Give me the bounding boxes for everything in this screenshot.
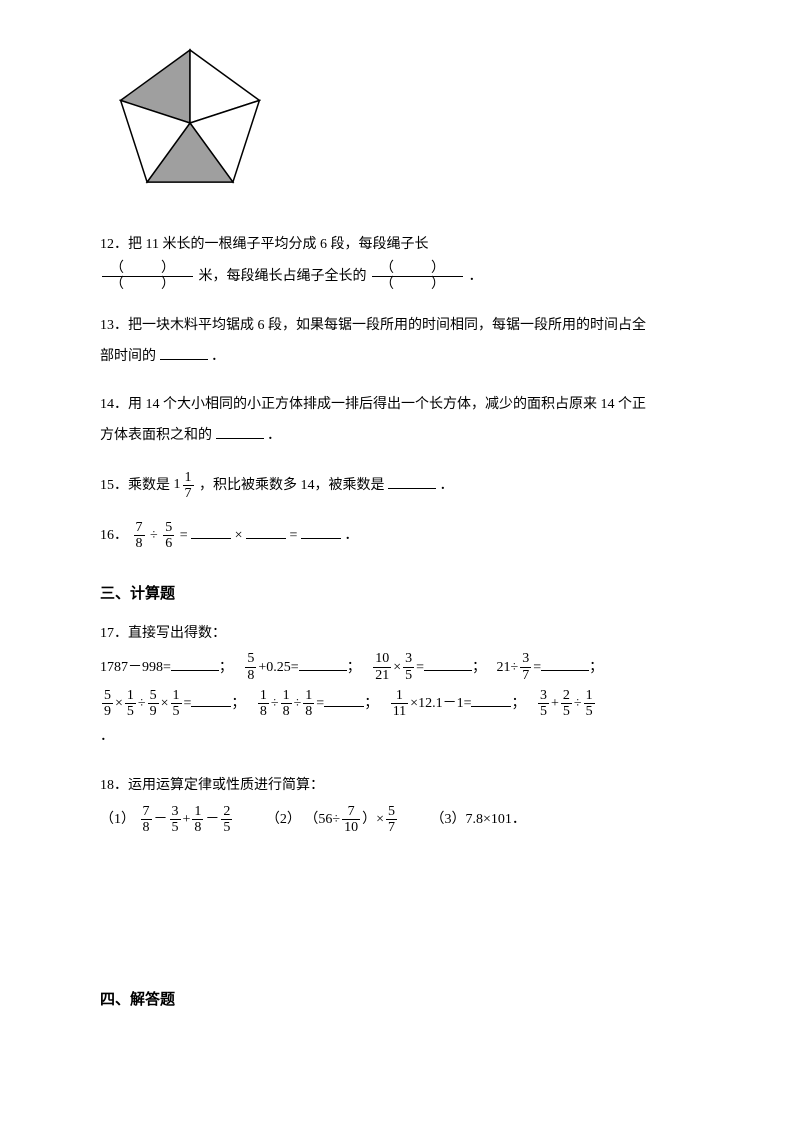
q13-blank [160,344,208,359]
q12-blank-frac-1: （ ） （ ） [102,261,193,293]
question-18: 18．运用运算定律或性质进行简算： （1） 78－35+18－25 （2） （5… [100,771,700,838]
q13-suffix: ． [211,349,225,364]
q12-suffix: ． [469,269,483,284]
q14-line-b: 方体表面积之和的 [100,428,212,443]
q17-i3-f2: 35 [403,651,414,683]
q18-row: （1） 78－35+18－25 （2） （56÷710）×57 （3）7.8×1… [100,802,700,838]
q16-frac-1: 78 [134,520,145,552]
q16-blank-3 [301,524,341,539]
q13-line-a: 13．把一块木料平均锯成 6 段，如果每锯一段所用的时间相同，每锯一段所用的时间… [100,318,646,333]
section-4-title: 四、解答题 [100,988,700,1009]
q17-blank-2 [299,655,347,670]
q12-mid: 米，每段绳长占绳子全长的 [199,269,367,284]
q17-blank-1 [171,655,219,670]
q16-blank-2 [246,524,286,539]
question-14: 14．用 14 个大小相同的小正方体排成一排后得出一个长方体，减少的面积占原来 … [100,390,700,452]
q16-suffix: ． [344,528,358,543]
q17-tail: ． [100,722,700,753]
q17-item-1: 1787－998= [100,660,171,675]
pentagon-figure [110,40,700,200]
q13-line-b: 部时间的 [100,349,156,364]
q12-blank-frac-2: （ ） （ ） [372,261,463,293]
q17-blank-6 [324,692,364,707]
q17-row-1: 1787－998=； 58+0.25=； 1021×35=； 21÷37=； [100,650,700,686]
question-12: 12．把 11 米长的一根绳子平均分成 6 段，每段绳子长 （ ） （ ） 米，… [100,230,700,293]
question-15: 15．乘数是 117 ，积比被乘数多 14，被乘数是 ． [100,470,700,502]
question-13: 13．把一块木料平均锯成 6 段，如果每锯一段所用的时间相同，每锯一段所用的时间… [100,311,700,373]
q17-blank-5 [191,692,231,707]
q17-blank-3 [424,655,472,670]
q18-part-3: （3）7.8×101． [431,802,526,838]
q17-i3-f1: 1021 [373,651,391,683]
q15-mid: ，积比被乘数多 14，被乘数是 [199,478,385,493]
question-17: 17．直接写出得数： 1787－998=； 58+0.25=； 1021×35=… [100,619,700,753]
q15-blank [388,474,436,489]
q15-prefix: 15．乘数是 [100,478,170,493]
q14-blank [216,424,264,439]
q16-blank-1 [191,524,231,539]
q16-prefix: 16． [100,528,128,543]
section-3-title: 三、计算题 [100,582,700,603]
q12-prefix: 12．把 11 米长的一根绳子平均分成 6 段，每段绳子长 [100,237,428,252]
q17-i4-frac: 37 [520,651,531,683]
q18-part-1: （1） 78－35+18－25 [100,802,234,838]
q17-title: 17．直接写出得数： [100,619,700,650]
q14-line-a: 14．用 14 个大小相同的小正方体排成一排后得出一个长方体，减少的面积占原来 … [100,397,646,412]
q16-frac-2: 56 [163,520,174,552]
q15-mixed-fraction: 117 [174,470,196,502]
q18-part-2: （2） （56÷710）×57 [266,802,399,838]
q17-row-2: 59×15÷59×15=； 18÷18÷18=； 111×12.1－1=； 35… [100,686,700,722]
q15-suffix: ． [440,478,454,493]
q17-blank-4 [541,655,589,670]
q18-title: 18．运用运算定律或性质进行简算： [100,771,700,802]
q17-blank-7 [471,692,511,707]
q17-i2-frac: 58 [245,651,256,683]
question-16: 16． 78 ÷ 56 = × = ． [100,520,700,552]
q14-suffix: ． [267,428,281,443]
